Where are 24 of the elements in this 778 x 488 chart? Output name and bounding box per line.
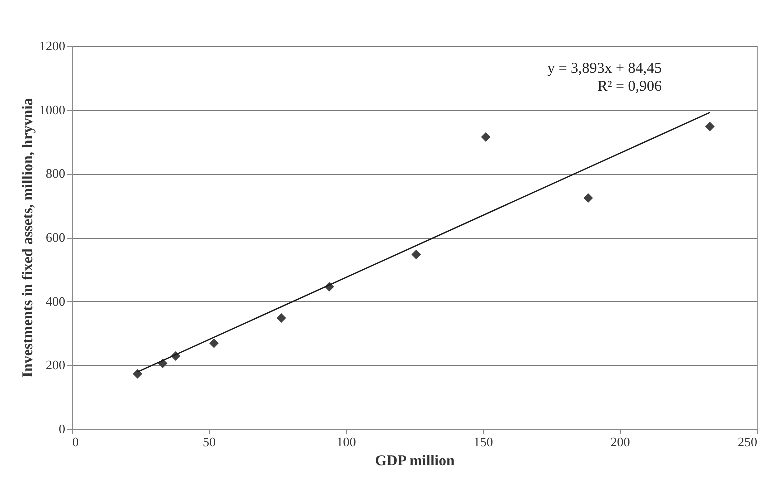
y-tick-label: 600 bbox=[46, 230, 66, 245]
x-tick-label: 0 bbox=[72, 434, 79, 450]
point bbox=[705, 122, 715, 132]
y-tick-label: 400 bbox=[46, 294, 66, 309]
point bbox=[481, 132, 491, 142]
point bbox=[584, 194, 594, 203]
y-tick-label: 1200 bbox=[40, 38, 66, 54]
y-tick-label: 1000 bbox=[40, 102, 66, 118]
y-tick-label: 800 bbox=[46, 166, 66, 182]
x-tick-label: 250 bbox=[738, 434, 758, 450]
y-axis-title: Investments in fixed assets, million, hryvnia bbox=[20, 98, 36, 378]
y-tick-label: 200 bbox=[46, 358, 66, 373]
y-tick-label: 0 bbox=[59, 422, 66, 436]
x-tick-label: 50 bbox=[203, 434, 216, 450]
x-tick-label: 150 bbox=[474, 434, 494, 450]
point bbox=[133, 369, 143, 379]
point bbox=[209, 338, 219, 348]
x-axis-title: GDP million bbox=[375, 454, 456, 470]
x-tick-label: 200 bbox=[610, 434, 630, 450]
point bbox=[412, 250, 422, 260]
annotation: R² = 0,906 bbox=[598, 79, 662, 95]
x-tick-label: 100 bbox=[336, 434, 356, 450]
point bbox=[276, 314, 286, 323]
annotation: y = 3,893x + 84,45 bbox=[548, 61, 662, 77]
